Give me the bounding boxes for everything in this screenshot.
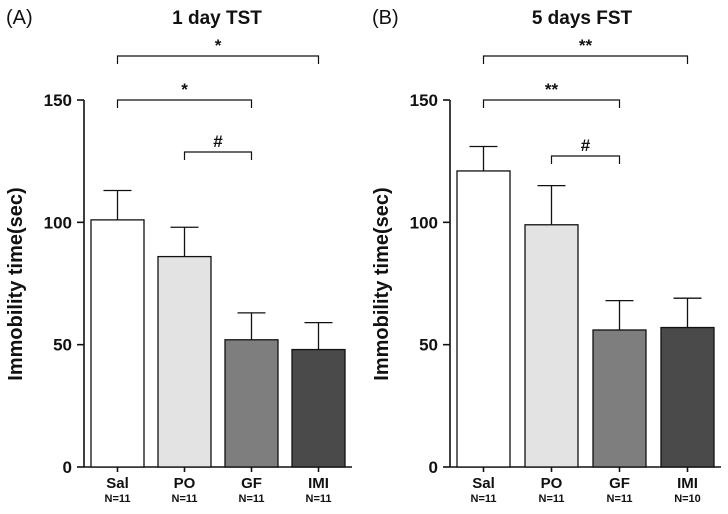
- bar-sal: [90, 219, 145, 468]
- y-axis-label: Immobility time(sec): [371, 187, 393, 380]
- bar-imi: [291, 348, 346, 468]
- panel-label: (B): [372, 7, 399, 29]
- significance-label: #: [213, 132, 223, 151]
- n-count-label: N=11: [607, 493, 633, 505]
- significance-label: **: [579, 36, 593, 55]
- y-axis-label: Immobility time(sec): [5, 187, 27, 380]
- n-count-label: N=11: [539, 493, 565, 505]
- significance-bracket: [550, 155, 621, 164]
- y-tick-label: 100: [44, 213, 72, 232]
- category-label: GF: [609, 475, 630, 492]
- significance-bracket: [183, 151, 253, 160]
- significance-bracket: [116, 55, 320, 64]
- bar-sal: [456, 170, 511, 468]
- category-label: PO: [174, 475, 196, 492]
- significance-label: #: [581, 136, 591, 155]
- n-count-label: N=10: [674, 493, 701, 505]
- y-tick-label: 50: [53, 336, 72, 355]
- category-label: Sal: [472, 475, 495, 492]
- significance-label: **: [545, 80, 559, 99]
- panel-b: (B) 5 days FST Immobility time(sec) 0 50 1…: [371, 7, 721, 505]
- category-label: GF: [241, 475, 262, 492]
- significance-bracket: [482, 55, 689, 64]
- bar-gf: [592, 329, 647, 468]
- category-label: IMI: [677, 475, 698, 492]
- n-count-label: N=11: [471, 493, 497, 505]
- y-tick-label: 0: [63, 458, 72, 477]
- significance-bracket: [116, 99, 253, 108]
- chart-title: 1 day TST: [172, 8, 262, 29]
- n-count-label: N=11: [172, 493, 198, 505]
- y-tick-label: 150: [44, 91, 72, 110]
- y-tick-label: 100: [410, 213, 438, 232]
- panel-label: (A): [6, 7, 33, 29]
- bar-imi: [660, 326, 715, 468]
- n-count-label: N=11: [239, 493, 265, 505]
- y-tick-label: 0: [429, 458, 438, 477]
- category-label: IMI: [308, 475, 329, 492]
- bar-po: [524, 224, 579, 468]
- significance-label: *: [181, 80, 188, 99]
- significance-bracket: [482, 99, 621, 108]
- bar-gf: [224, 339, 279, 468]
- category-label: PO: [541, 475, 563, 492]
- y-tick-label: 50: [419, 336, 438, 355]
- bar-po: [157, 255, 212, 468]
- n-count-label: N=11: [105, 493, 131, 505]
- significance-label: *: [215, 36, 222, 55]
- chart-title: 5 days FST: [532, 8, 633, 29]
- panel-a: (A) 1 day TST Immobility time(sec) 0 50 10…: [5, 7, 352, 505]
- y-tick-label: 150: [410, 91, 438, 110]
- category-label: Sal: [106, 475, 129, 492]
- n-count-label: N=11: [306, 493, 332, 505]
